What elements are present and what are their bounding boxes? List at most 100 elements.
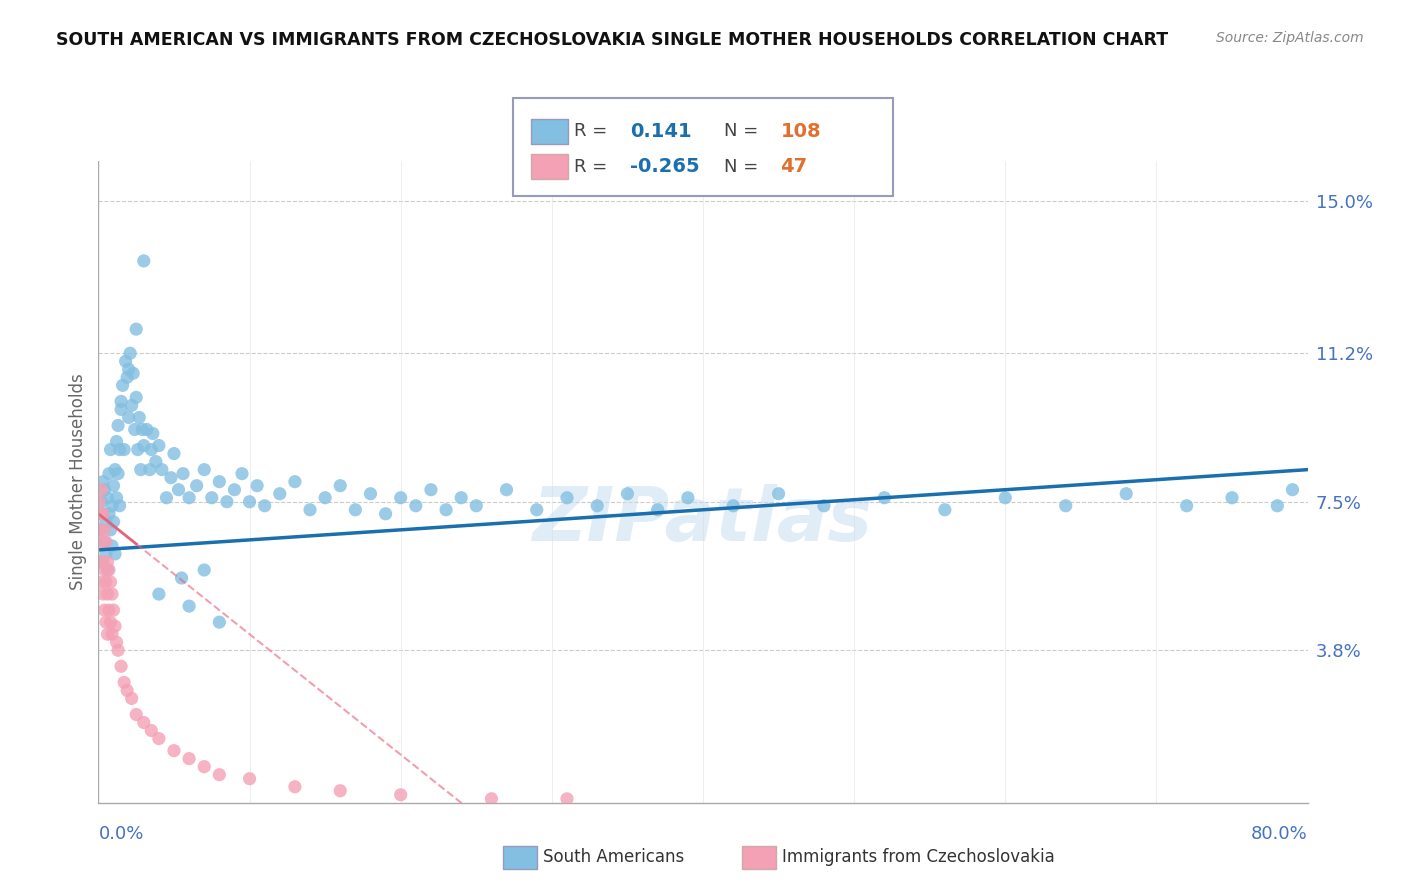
Text: R =: R =: [574, 158, 607, 176]
Point: [193, 760, 215, 774]
Point: [177, 491, 201, 505]
Text: R =: R =: [574, 122, 607, 140]
Point: [186, 478, 208, 492]
Point: [231, 467, 253, 481]
Text: SOUTH AMERICAN VS IMMIGRANTS FROM CZECHOSLOVAKIA SINGLE MOTHER HOUSEHOLDS CORREL: SOUTH AMERICAN VS IMMIGRANTS FROM CZECHO…: [56, 31, 1168, 49]
Point: [100, 615, 122, 630]
Point: [132, 715, 155, 730]
Point: [163, 447, 186, 461]
Point: [329, 478, 352, 492]
Point: [96, 563, 118, 577]
Point: [163, 744, 186, 758]
Point: [115, 683, 138, 698]
Point: [93, 523, 115, 537]
Text: 80.0%: 80.0%: [1251, 825, 1308, 843]
Point: [135, 423, 157, 437]
Point: [90, 535, 112, 549]
Point: [239, 494, 262, 508]
Point: [98, 467, 121, 481]
Point: [89, 507, 111, 521]
Point: [405, 499, 427, 513]
Point: [170, 571, 193, 585]
Point: [768, 487, 790, 501]
Point: [994, 491, 1017, 505]
Point: [208, 767, 231, 781]
Point: [105, 434, 128, 449]
Point: [96, 555, 118, 569]
Text: ZIPatlas: ZIPatlas: [533, 483, 873, 557]
Point: [374, 507, 396, 521]
Point: [129, 462, 152, 476]
Point: [208, 475, 231, 489]
Point: [314, 491, 336, 505]
Text: Source: ZipAtlas.com: Source: ZipAtlas.com: [1216, 31, 1364, 45]
Point: [389, 788, 412, 802]
Point: [555, 792, 578, 806]
Point: [586, 499, 609, 513]
Point: [91, 587, 114, 601]
Point: [177, 751, 201, 765]
Point: [1175, 499, 1198, 513]
Point: [465, 499, 488, 513]
Text: N =: N =: [724, 122, 758, 140]
Point: [89, 523, 111, 537]
Point: [100, 442, 122, 457]
Point: [90, 575, 112, 590]
Point: [125, 707, 148, 722]
Point: [111, 378, 134, 392]
Point: [93, 535, 115, 549]
Point: [1220, 491, 1243, 505]
Point: [94, 575, 117, 590]
Point: [112, 675, 135, 690]
Point: [110, 394, 132, 409]
Y-axis label: Single Mother Households: Single Mother Households: [69, 374, 87, 590]
Point: [167, 483, 190, 497]
Point: [98, 563, 121, 577]
Point: [172, 467, 194, 481]
Point: [813, 499, 835, 513]
Point: [115, 370, 138, 384]
Point: [239, 772, 262, 786]
Point: [104, 462, 127, 476]
Point: [253, 499, 276, 513]
Point: [148, 439, 170, 453]
Point: [120, 346, 142, 360]
Text: South Americans: South Americans: [543, 848, 683, 866]
Point: [103, 478, 125, 492]
Point: [96, 491, 118, 505]
Point: [94, 547, 117, 561]
Point: [122, 366, 145, 380]
Point: [299, 503, 322, 517]
Text: 47: 47: [780, 157, 807, 177]
Point: [104, 619, 127, 633]
Point: [676, 491, 699, 505]
Point: [101, 627, 124, 641]
Point: [103, 515, 125, 529]
Point: [246, 478, 269, 492]
Point: [104, 547, 127, 561]
Point: [131, 423, 153, 437]
Point: [495, 483, 517, 497]
Point: [93, 483, 115, 497]
Text: Immigrants from Czechoslovakia: Immigrants from Czechoslovakia: [782, 848, 1054, 866]
Text: 0.141: 0.141: [630, 121, 692, 141]
Point: [215, 494, 238, 508]
Point: [118, 362, 141, 376]
Point: [107, 467, 129, 481]
Point: [284, 475, 307, 489]
Point: [201, 491, 224, 505]
Point: [110, 659, 132, 673]
Point: [98, 507, 121, 521]
Point: [89, 555, 111, 569]
Point: [142, 426, 165, 441]
Point: [124, 423, 146, 437]
Point: [269, 487, 291, 501]
Point: [141, 723, 163, 738]
Point: [114, 354, 136, 368]
Point: [450, 491, 472, 505]
Point: [1281, 483, 1303, 497]
Point: [91, 555, 114, 569]
Point: [121, 398, 143, 412]
Point: [93, 563, 115, 577]
Point: [121, 691, 143, 706]
